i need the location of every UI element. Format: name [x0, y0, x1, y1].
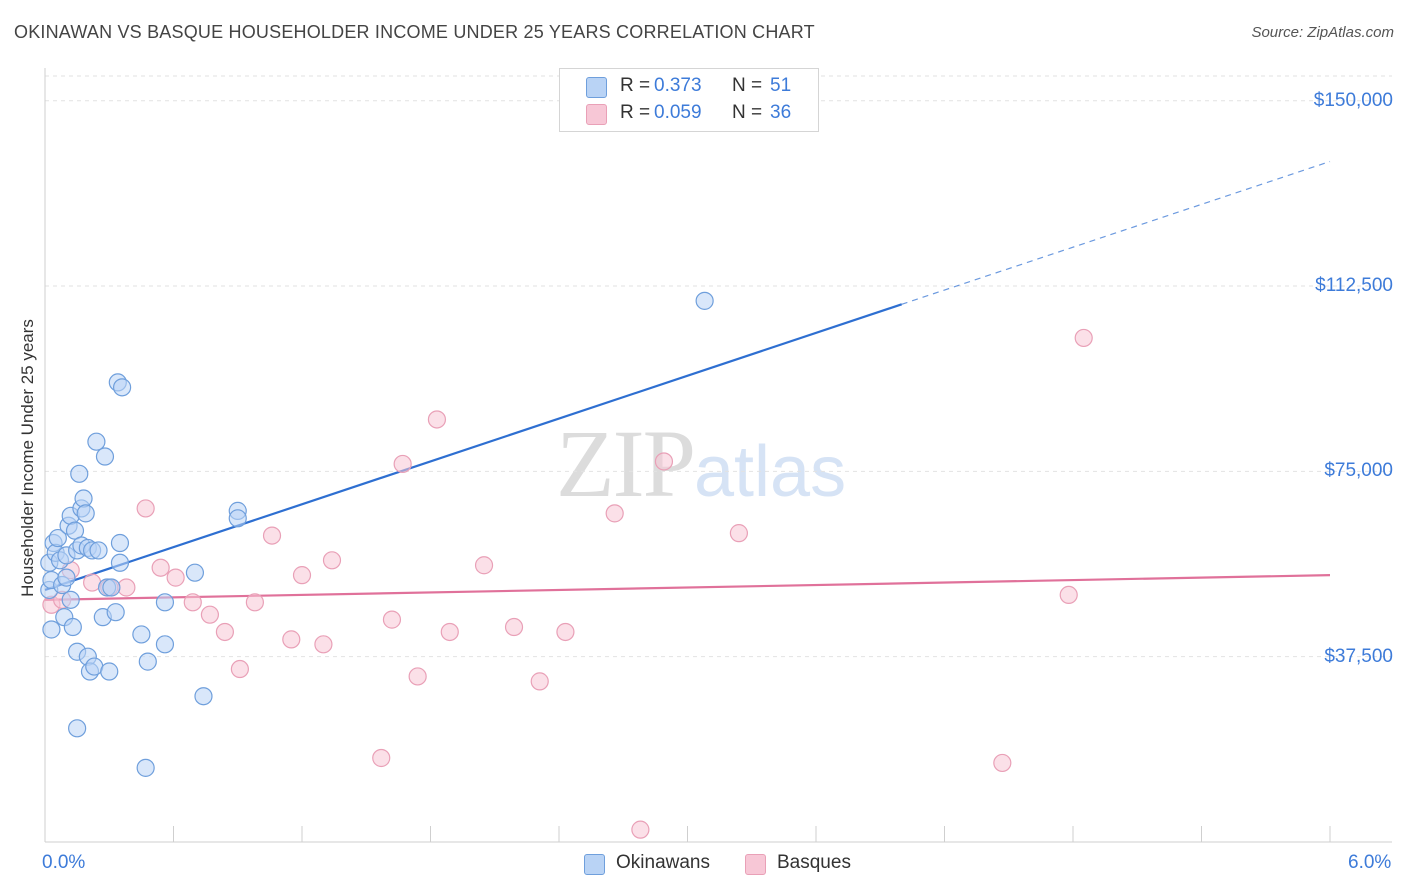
basques-swatch	[586, 104, 607, 125]
basque-point	[556, 622, 575, 642]
basque-point	[440, 622, 459, 642]
legend-r-label: R =	[620, 75, 651, 96]
okinawan-point	[185, 563, 205, 582]
okinawan-point	[155, 635, 175, 654]
okinawan-point	[100, 662, 119, 681]
basque-point	[245, 593, 264, 612]
basque-point	[151, 558, 170, 577]
legend-n-value: 36	[770, 102, 792, 123]
watermark-atlas: atlas	[694, 432, 847, 512]
okinawan-point	[68, 719, 87, 738]
okinawan-point	[61, 590, 80, 609]
axes	[44, 68, 1392, 843]
y-tick-label: $150,000	[1313, 89, 1393, 111]
basque-point	[393, 454, 412, 474]
okinawan-point	[42, 620, 61, 639]
basque-point	[292, 566, 312, 585]
okinawan-point	[228, 509, 247, 528]
legend-n-label: N =	[732, 102, 763, 123]
basque-point	[504, 617, 524, 637]
chart-title: OKINAWAN VS BASQUE HOUSEHOLDER INCOME UN…	[14, 22, 815, 42]
basque-point	[372, 748, 391, 768]
okinawan-point	[110, 553, 130, 572]
basque-point	[382, 610, 402, 629]
okinawan-point	[138, 652, 157, 671]
okinawan-point	[89, 541, 108, 560]
okinawan-point	[194, 687, 213, 706]
basque-point	[183, 593, 202, 612]
basques-swatch	[745, 854, 766, 875]
okinawan-point	[106, 603, 125, 622]
x-tick-label: 0.0%	[42, 852, 86, 873]
legend-n-value: 51	[770, 75, 792, 96]
correlation-legend: R = 0.373 N = 51 R = 0.059 N = 36	[559, 68, 819, 132]
okinawan-point	[57, 568, 76, 587]
okinawan-point	[136, 758, 155, 777]
basque-point	[654, 452, 674, 471]
legend-r-value: 0.373	[654, 75, 702, 96]
basque-point	[631, 820, 650, 839]
basque-point	[530, 672, 549, 691]
basque-point	[605, 504, 624, 523]
legend-label: Basques	[777, 852, 851, 873]
data-points	[40, 291, 1093, 839]
y-axis-label: Householder Income Under 25 years	[18, 319, 37, 597]
y-tick-label: $37,500	[1324, 645, 1393, 667]
basque-point	[282, 630, 301, 649]
watermark: ZIPatlas	[556, 408, 846, 519]
okinawan-point	[110, 533, 130, 553]
basque-point	[1059, 585, 1078, 605]
okinawan-point	[87, 432, 106, 451]
basque-point	[993, 753, 1012, 773]
okinawan-point	[95, 447, 115, 466]
basques-trend-line	[44, 574, 1331, 601]
y-tick-label: $75,000	[1324, 460, 1393, 482]
okinawan-point	[102, 578, 121, 597]
basque-point	[200, 605, 220, 624]
basque-point	[408, 667, 427, 686]
okinawan-point	[76, 504, 95, 523]
source-label: Source: ZipAtlas.com	[1251, 24, 1394, 41]
basque-point	[322, 551, 342, 570]
okinawan-point	[63, 617, 82, 637]
basque-point	[314, 635, 333, 654]
basque-point	[230, 659, 249, 679]
basque-point	[474, 556, 494, 575]
okinawans-trend-extension	[901, 160, 1331, 305]
series-legend: Okinawans Basques	[0, 852, 1406, 878]
basque-point	[1074, 328, 1093, 348]
basque-point	[427, 410, 447, 429]
basque-point	[262, 526, 282, 545]
legend-r-value: 0.059	[654, 102, 702, 123]
basque-point	[136, 499, 155, 518]
y-tick-label: $112,500	[1315, 275, 1393, 297]
okinawans-swatch	[584, 854, 605, 875]
trend-lines	[44, 160, 1331, 601]
okinawan-point	[695, 291, 714, 310]
okinawans-trend-line	[44, 303, 903, 592]
okinawan-point	[155, 593, 175, 612]
legend-label: Okinawans	[616, 852, 710, 873]
x-tick-label: 6.0%	[1348, 852, 1392, 873]
legend-r-label: R =	[620, 102, 651, 123]
okinawan-point	[74, 489, 93, 508]
okinawan-point	[70, 464, 89, 483]
okinawan-point	[132, 625, 151, 644]
basque-point	[166, 568, 185, 587]
okinawan-point	[48, 528, 67, 548]
okinawan-point	[112, 378, 132, 397]
legend-n-label: N =	[732, 75, 763, 96]
okinawans-swatch	[586, 77, 607, 98]
basque-point	[729, 524, 749, 543]
basque-point	[215, 622, 234, 642]
